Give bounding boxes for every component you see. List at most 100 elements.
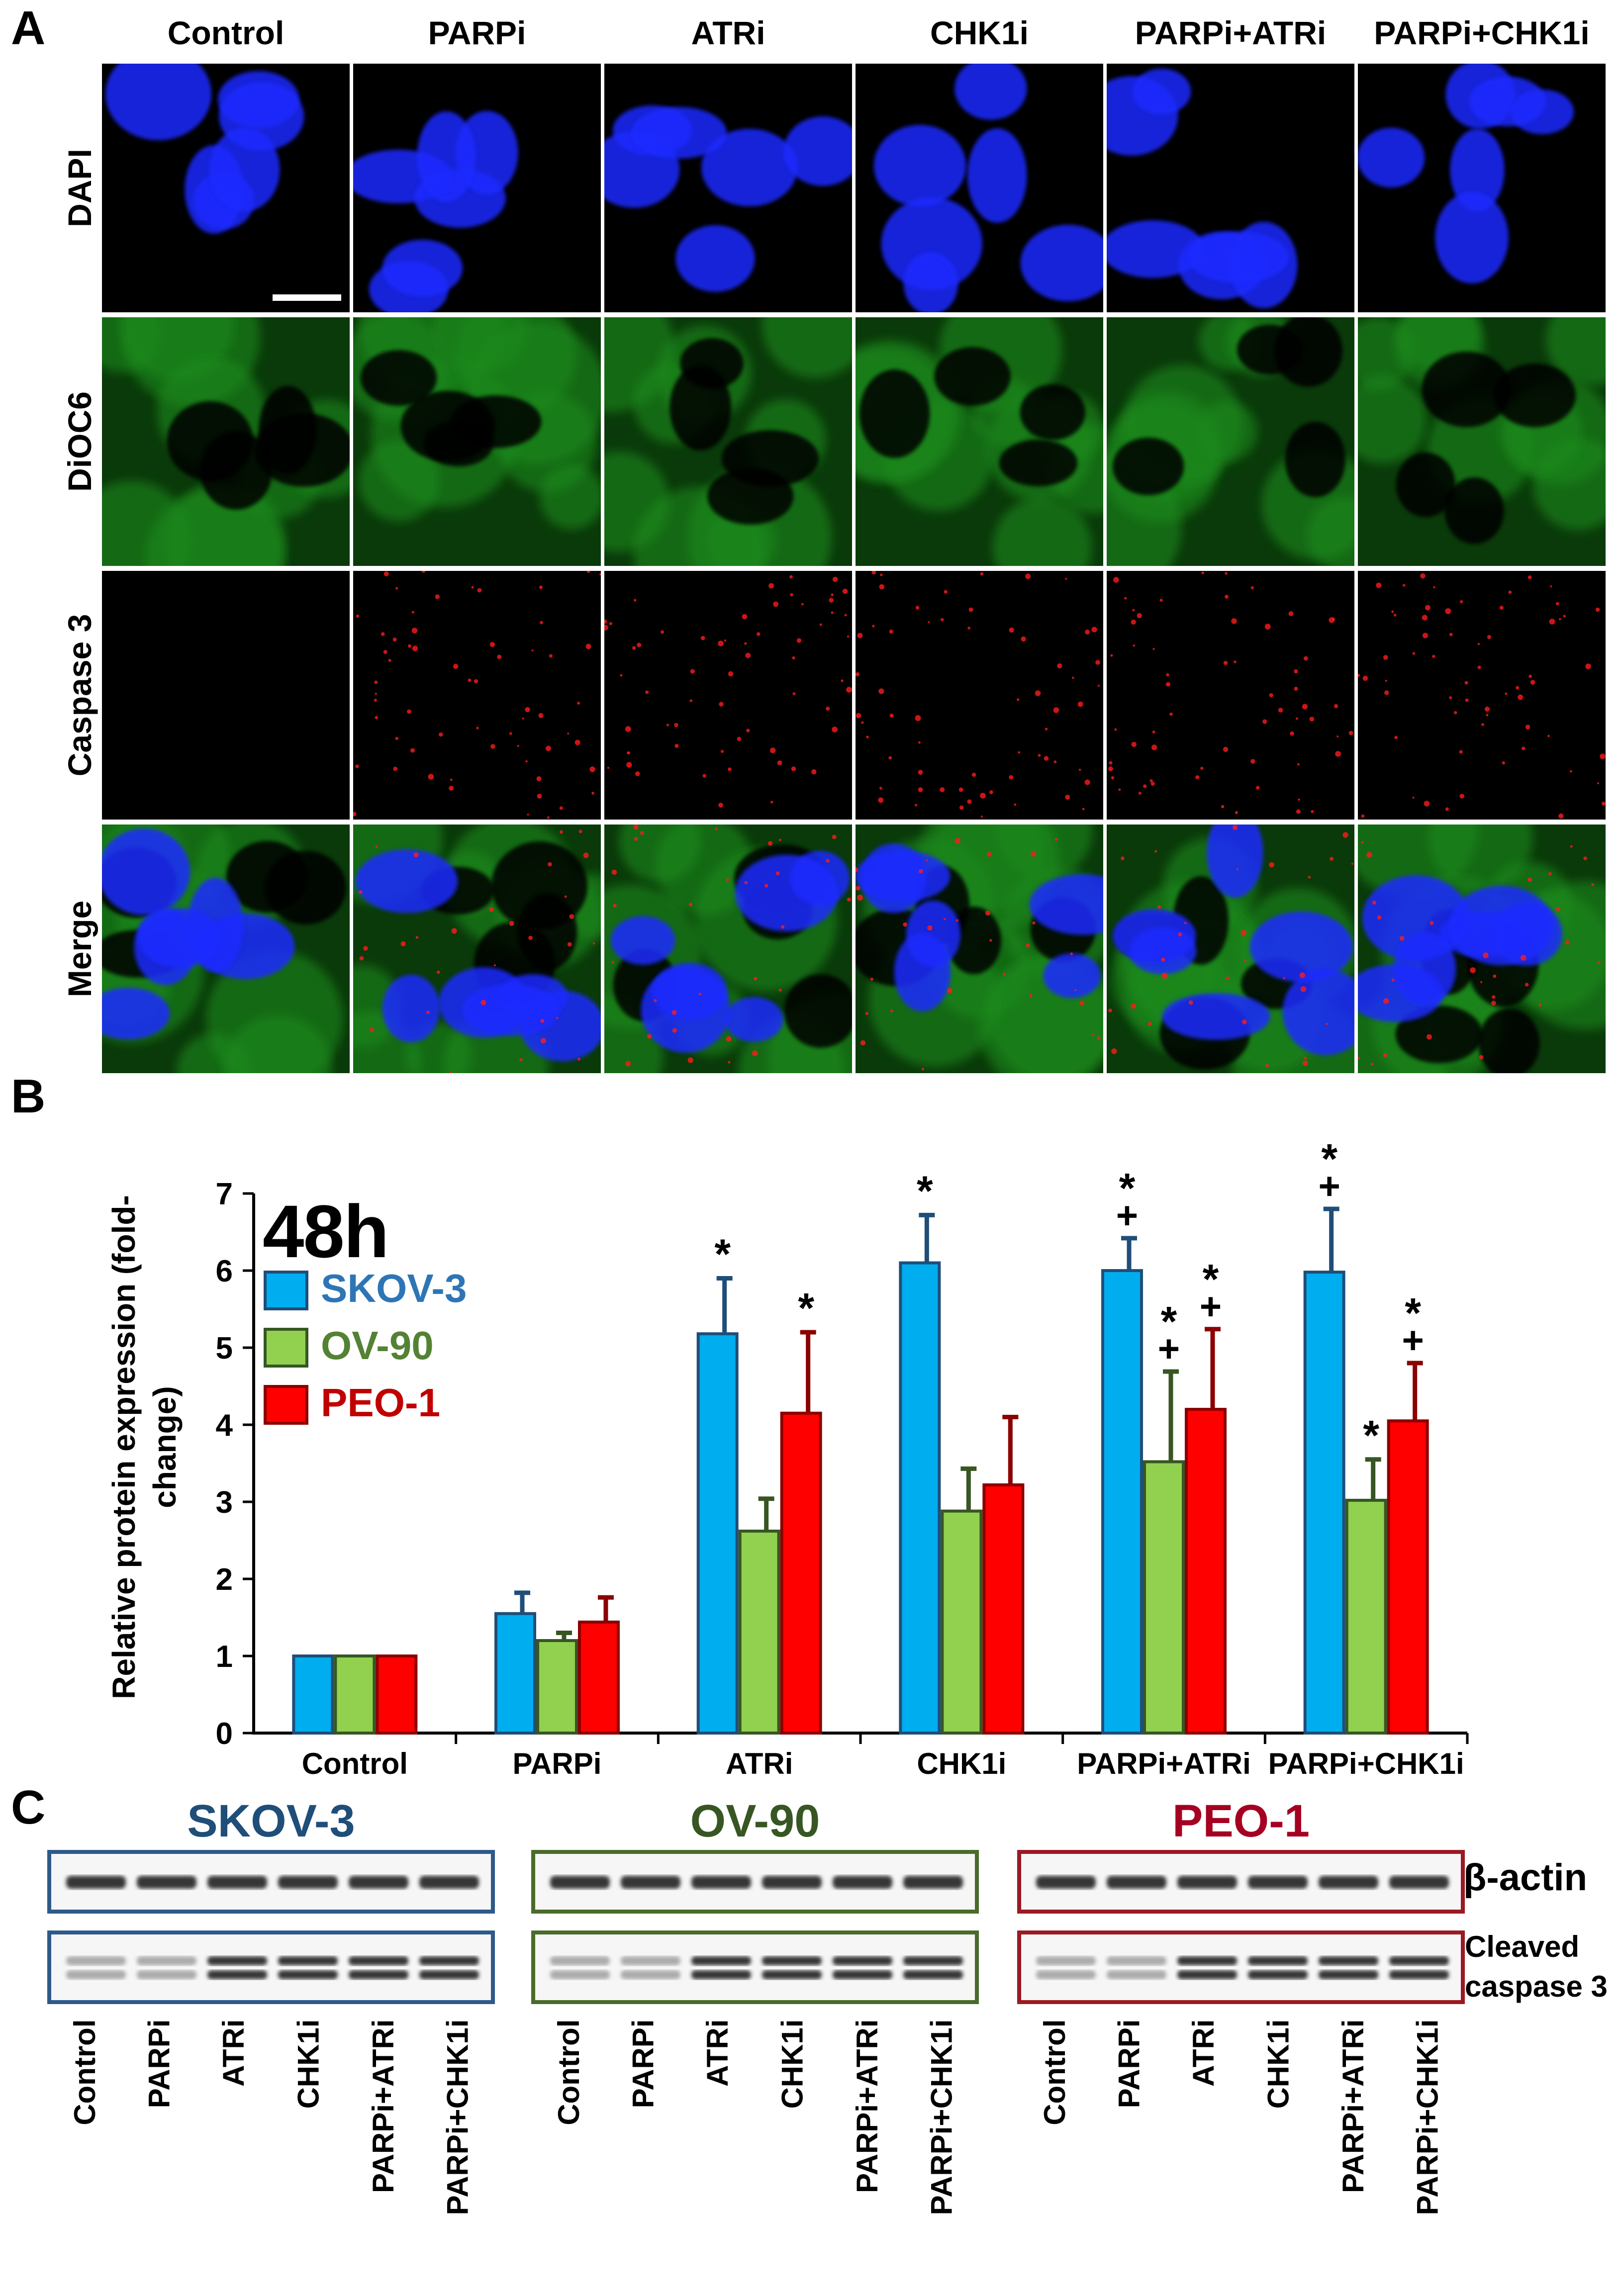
micrograph-image (102, 317, 350, 566)
micrograph-image (856, 64, 1103, 312)
column-header: PARPi (428, 14, 526, 51)
blot-lane-label: Control (1038, 2019, 1071, 2125)
significance-plus: + (1200, 1286, 1222, 1328)
y-tick-label: 4 (216, 1408, 233, 1443)
micrograph-image (856, 317, 1103, 566)
row-header: DiOC6 (61, 391, 98, 492)
significance-star: * (1405, 1289, 1421, 1336)
significance-star: * (1203, 1256, 1219, 1302)
micrograph-image (1358, 64, 1606, 312)
x-tick-label: Control (302, 1747, 408, 1780)
bar (536, 1639, 578, 1735)
bar (1143, 1460, 1185, 1735)
blot-lane-label: ATRi (1187, 2019, 1221, 2087)
bar (941, 1509, 983, 1735)
y-tick-label: 7 (216, 1177, 233, 1211)
significance-star: * (714, 1231, 731, 1278)
micrograph-image (604, 825, 852, 1073)
significance-plus: + (1158, 1328, 1180, 1370)
micrograph-image (102, 64, 350, 312)
micrograph-image (1358, 317, 1606, 566)
x-tick-label: PARPi+ATRi (1077, 1747, 1250, 1780)
blot-cleaved-caspase-box (47, 1930, 495, 2004)
blot-lane-label: CHK1i (291, 2019, 325, 2109)
column-header: PARPi+CHK1i (1374, 14, 1590, 51)
significance-star: * (798, 1285, 814, 1331)
micrograph-image (102, 825, 350, 1073)
column-header: Control (167, 14, 285, 51)
y-tick-label: 1 (216, 1640, 233, 1674)
bar (1387, 1419, 1429, 1735)
significance-plus: + (1318, 1165, 1340, 1207)
micrograph-image (353, 64, 601, 312)
blot-cell-line-title: SKOV-3 (187, 1796, 355, 1846)
bar (899, 1261, 941, 1735)
significance-star: * (1321, 1144, 1337, 1182)
bar (696, 1332, 739, 1735)
scale-bar (273, 294, 341, 301)
column-header: CHK1i (930, 14, 1029, 51)
blot-lane-label: PARPi+ATRi (366, 2019, 400, 2193)
legend-swatch (264, 1385, 308, 1425)
micrograph-image (604, 571, 852, 820)
blot-lane-label: CHK1i (775, 2019, 809, 2109)
blot-lane-label: CHK1i (1261, 2019, 1295, 2109)
bar (780, 1411, 822, 1735)
micrograph-image (1107, 825, 1354, 1073)
blot-lane-label: PARPi+ATRi (850, 2019, 884, 2193)
bar (1101, 1269, 1143, 1735)
blot-lane-label: Control (552, 2019, 585, 2125)
bar (738, 1529, 780, 1735)
legend-item: PEO-1 (264, 1380, 522, 1427)
micrograph-image (1107, 317, 1354, 566)
significance-plus: + (1402, 1319, 1424, 1362)
significance-star: * (1119, 1165, 1136, 1211)
legend-swatch (264, 1328, 308, 1368)
micrograph-image (1107, 571, 1354, 820)
y-tick-label: 3 (216, 1485, 233, 1520)
bar (292, 1654, 334, 1735)
band-label-caspase: caspase 3 (1465, 1970, 1608, 2003)
legend-label: PEO-1 (321, 1380, 441, 1425)
blot-lane-label: ATRi (217, 2019, 251, 2087)
y-tick-label: 2 (216, 1562, 233, 1597)
significance-star: * (1161, 1298, 1177, 1345)
significance-star: * (917, 1167, 933, 1214)
blot-cleaved-caspase-box (1017, 1930, 1465, 2004)
chart-title: 48h (263, 1190, 389, 1273)
micrograph-image (856, 825, 1103, 1073)
x-tick-label: PARPi+CHK1i (1268, 1747, 1464, 1780)
band-label-beta-actin: β-actin (1463, 1856, 1588, 1899)
band-label-cleaved: Cleaved (1465, 1930, 1580, 1963)
x-tick-label: CHK1i (917, 1747, 1006, 1780)
x-tick-label: ATRi (726, 1747, 793, 1780)
row-header: Caspase 3 (61, 614, 98, 777)
legend-item: OV-90 (264, 1323, 522, 1370)
micrograph-image (353, 825, 601, 1073)
x-tick-label: PARPi (513, 1747, 602, 1780)
bar (578, 1620, 620, 1735)
bar-chart: 0 1 2 3 4 5 6 7 Control PARPi ATRi * * CHK1i * PARPi+AT… (216, 1144, 1469, 1780)
y-tick-label: 5 (216, 1331, 233, 1366)
micrograph-image (353, 317, 601, 566)
panel-a-label: A (11, 1, 46, 55)
blot-lane-label: PARPi (1112, 2019, 1146, 2109)
column-header: PARPi+ATRi (1135, 14, 1327, 51)
legend-label: SKOV-3 (321, 1266, 467, 1310)
blot-cell-line-title: PEO-1 (1172, 1796, 1310, 1846)
micrograph-image (353, 571, 601, 820)
micrograph-image (102, 571, 350, 820)
bar (982, 1483, 1025, 1735)
blot-beta-actin-box (47, 1850, 495, 1914)
legend-label: OV-90 (321, 1323, 434, 1368)
row-header: DAPI (61, 149, 98, 227)
micrograph-image (604, 317, 852, 566)
blot-lane-label: PARPi (626, 2019, 660, 2109)
blot-lane-label: PARPi (142, 2019, 176, 2109)
row-header: Merge (61, 900, 98, 998)
micrograph-image (1358, 571, 1606, 820)
blot-lane-label: Control (68, 2019, 101, 2125)
blot-beta-actin-box (1017, 1850, 1465, 1914)
y-tick-label: 0 (216, 1717, 233, 1751)
panel-c-label: C (11, 1781, 46, 1834)
